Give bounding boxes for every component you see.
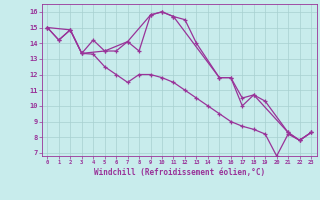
X-axis label: Windchill (Refroidissement éolien,°C): Windchill (Refroidissement éolien,°C) [94,168,265,177]
